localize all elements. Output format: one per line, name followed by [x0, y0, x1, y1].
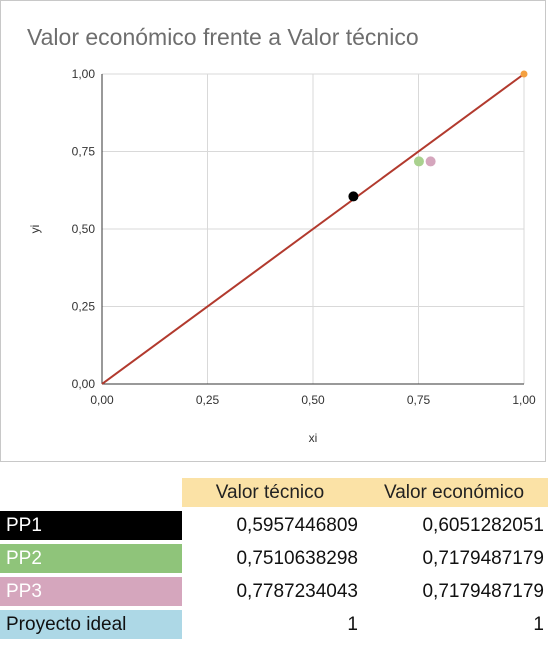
table-row: PP2 0,7510638298 0,7179487179	[0, 544, 548, 573]
y-axis-title: yi	[28, 225, 42, 234]
table-header-blank	[0, 478, 182, 507]
y-tick-label: 0,75	[72, 145, 96, 159]
row-label-pp2: PP2	[0, 544, 182, 573]
table-header-econ: Valor económico	[364, 478, 548, 507]
values-table: Valor técnico Valor económico PP1 0,5957…	[0, 474, 548, 643]
row-label-pp1: PP1	[0, 511, 182, 540]
table-row: PP3 0,7787234043 0,7179487179	[0, 577, 548, 606]
row-tech-value: 0,5957446809	[236, 514, 358, 536]
data-point-pp1	[348, 191, 359, 202]
y-tick-label: 0,00	[72, 377, 96, 391]
x-tick-label: 0,25	[196, 393, 220, 407]
chart-container: 0,00 0,25 0,50 0,75 1,00 0,00 0,25 0,50 0,75 1,00…	[0, 0, 546, 462]
row-econ-value: 0,7179487179	[422, 547, 544, 569]
reference-line	[101, 73, 525, 385]
x-tick-label: 1,00	[512, 393, 536, 407]
row-tech-value: 0,7787234043	[236, 580, 358, 602]
table-header-row: Valor técnico Valor económico	[0, 478, 548, 507]
x-tick-label: 0,00	[90, 393, 114, 407]
row-label-pp3: PP3	[0, 577, 182, 606]
table-header-tech: Valor técnico	[182, 478, 364, 507]
row-tech-value: 1	[347, 613, 358, 635]
y-tick-label: 0,50	[72, 222, 96, 236]
data-point-proyecto-ideal	[520, 70, 528, 78]
table-row: PP1 0,5957446809 0,6051282051	[0, 511, 548, 540]
scatter-chart: 0,00 0,25 0,50 0,75 1,00 0,00 0,25 0,50 0,75 1,00…	[28, 67, 536, 445]
row-econ-value: 0,6051282051	[422, 514, 544, 536]
data-point-pp3	[425, 156, 436, 167]
row-label-ideal: Proyecto ideal	[0, 610, 182, 639]
row-tech-value: 0,7510638298	[236, 547, 358, 569]
row-econ-value: 1	[533, 613, 544, 635]
chart-title: Valor económico frente a Valor técnico	[27, 24, 419, 50]
data-point-pp2	[413, 156, 424, 167]
row-econ-value: 0,7179487179	[422, 580, 544, 602]
table-row: Proyecto ideal 1 1	[0, 610, 548, 639]
y-tick-label: 0,25	[72, 300, 96, 314]
y-tick-label: 1,00	[72, 67, 96, 81]
x-axis-title: xi	[309, 431, 318, 445]
x-tick-label: 0,75	[407, 393, 431, 407]
x-tick-label: 0,50	[301, 393, 325, 407]
